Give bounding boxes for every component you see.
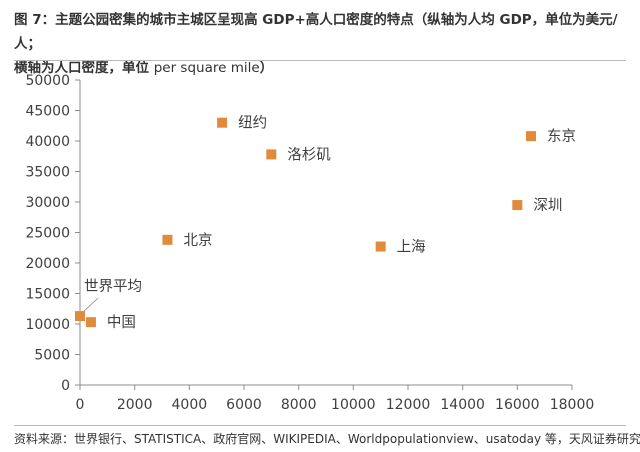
x-tick-label: 18000 — [550, 397, 595, 413]
x-tick-label: 14000 — [440, 397, 485, 413]
point-label: 深圳 — [533, 197, 562, 214]
point-label: 纽约 — [238, 115, 267, 132]
x-tick-label: 10000 — [331, 397, 376, 413]
y-tick-label: 30000 — [25, 195, 70, 211]
point-label: 中国 — [107, 314, 136, 331]
y-tick-label: 40000 — [25, 134, 70, 150]
x-tick-label: 4000 — [172, 397, 208, 413]
x-tick-label: 2000 — [117, 397, 153, 413]
point-label: 洛杉矶 — [287, 146, 331, 163]
x-tick-label: 16000 — [495, 397, 540, 413]
data-point — [512, 200, 523, 211]
data-point — [375, 241, 386, 252]
data-point — [266, 149, 277, 160]
figure-title: 图 7：主题公园密集的城市主城区呈现高 GDP+高人口密度的特点（纵轴为人均 G… — [14, 8, 626, 80]
scatter-chart: 0500010000150002000025000300003500040000… — [25, 73, 594, 413]
data-point — [526, 131, 536, 142]
y-tick-label: 20000 — [25, 256, 70, 272]
y-tick-label: 35000 — [25, 165, 70, 181]
point-label: 东京 — [547, 128, 576, 145]
title-line-2-part-c: ） — [259, 60, 274, 76]
x-tick-label: 8000 — [281, 397, 317, 413]
x-tick-label: 0 — [76, 397, 85, 413]
source-note: 资料来源：世界银行、STATISTICA、政府官网、WIKIPEDIA、Worl… — [14, 432, 640, 446]
y-tick-label: 5000 — [34, 348, 70, 364]
y-tick-label: 45000 — [25, 104, 70, 120]
x-tick-label: 12000 — [386, 397, 431, 413]
chart-tick-labels: 0500010000150002000025000300003500040000… — [25, 73, 594, 413]
chart-points — [75, 117, 536, 328]
title-line-2: 横轴为人口密度，单位 per square mile） — [14, 56, 626, 80]
point-label: 世界平均 — [84, 278, 142, 295]
chart-axes — [75, 79, 573, 390]
top-divider — [14, 60, 626, 61]
title-line-2-part-b: per square mile — [153, 60, 260, 76]
x-tick-label: 6000 — [226, 397, 262, 413]
y-tick-label: 10000 — [25, 317, 70, 333]
data-point — [85, 317, 96, 328]
data-point — [217, 117, 228, 128]
title-line-1: 图 7：主题公园密集的城市主城区呈现高 GDP+高人口密度的特点（纵轴为人均 G… — [14, 12, 618, 52]
y-tick-label: 25000 — [25, 226, 70, 242]
title-line-2-part-a: 横轴为人口密度，单位 — [14, 60, 154, 76]
y-tick-label: 50000 — [25, 73, 70, 89]
point-label: 上海 — [397, 239, 426, 256]
y-tick-label: 15000 — [25, 287, 70, 303]
label-leader-line — [82, 297, 99, 313]
data-point — [75, 311, 85, 322]
y-tick-label: 0 — [61, 378, 70, 394]
bottom-divider — [14, 425, 626, 426]
data-point — [162, 234, 173, 245]
point-label: 北京 — [183, 232, 212, 249]
